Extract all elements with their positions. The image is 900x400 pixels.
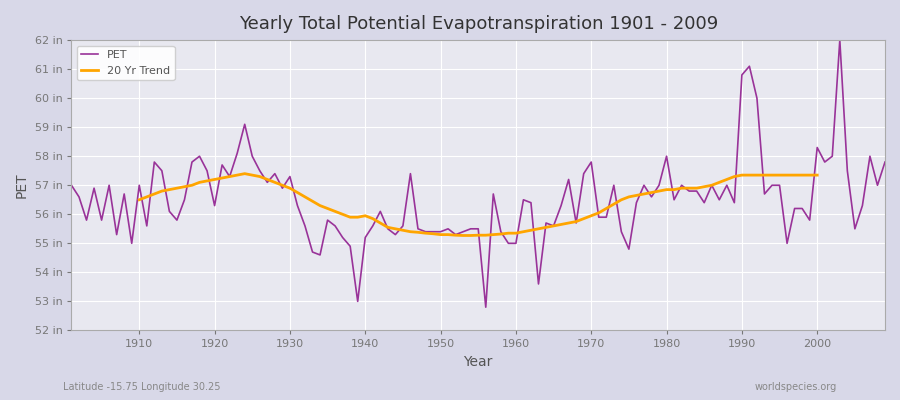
20 Yr Trend <box>239 171 250 176</box>
PET <box>879 160 890 164</box>
Line: 20 Yr Trend: 20 Yr Trend <box>140 174 817 236</box>
20 Yr Trend <box>217 176 228 180</box>
Text: worldspecies.org: worldspecies.org <box>755 382 837 392</box>
PET <box>608 183 619 188</box>
20 Yr Trend <box>315 203 326 208</box>
PET <box>481 305 491 310</box>
PET <box>518 197 529 202</box>
PET <box>338 235 348 240</box>
PET <box>834 38 845 42</box>
PET <box>510 241 521 246</box>
20 Yr Trend <box>805 173 815 178</box>
PET <box>126 241 137 246</box>
Title: Yearly Total Potential Evapotranspiration 1901 - 2009: Yearly Total Potential Evapotranspiratio… <box>238 15 718 33</box>
20 Yr Trend <box>541 225 552 230</box>
20 Yr Trend <box>300 194 310 199</box>
20 Yr Trend <box>722 177 733 182</box>
Text: Latitude -15.75 Longitude 30.25: Latitude -15.75 Longitude 30.25 <box>63 382 220 392</box>
X-axis label: Year: Year <box>464 355 493 369</box>
20 Yr Trend <box>134 197 145 202</box>
Legend: PET, 20 Yr Trend: PET, 20 Yr Trend <box>77 46 175 80</box>
Line: PET: PET <box>71 40 885 307</box>
Y-axis label: PET: PET <box>15 172 29 198</box>
PET <box>66 183 77 188</box>
PET <box>292 203 302 208</box>
20 Yr Trend <box>458 233 469 238</box>
20 Yr Trend <box>812 173 823 178</box>
